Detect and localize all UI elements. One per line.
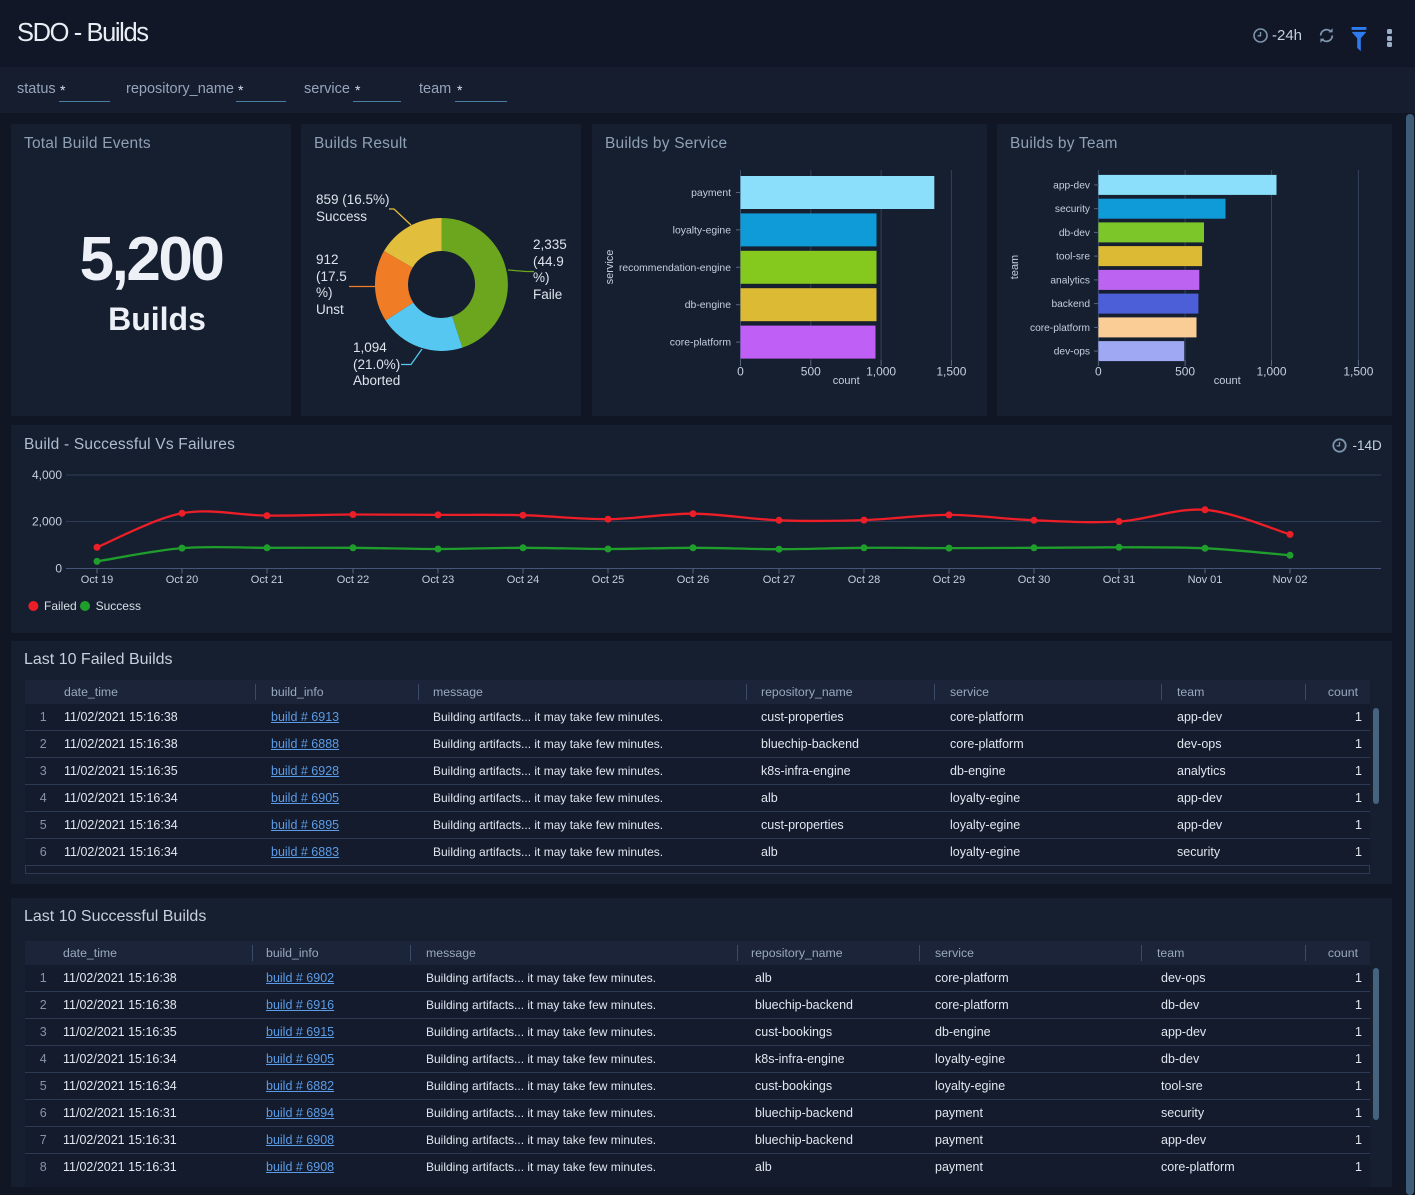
svg-text:Oct 30: Oct 30	[1018, 574, 1050, 586]
svg-text:Oct 24: Oct 24	[507, 574, 539, 586]
svg-text:core-platform: core-platform	[1030, 323, 1090, 334]
svg-text:dev-ops: dev-ops	[1054, 347, 1090, 358]
svg-text:backend: backend	[1051, 299, 1090, 310]
svg-text:0: 0	[55, 562, 62, 576]
svg-text:recommendation-engine: recommendation-engine	[619, 263, 731, 274]
svg-text:count: count	[1214, 375, 1241, 387]
svg-text:tool-sre: tool-sre	[1056, 252, 1090, 263]
svg-text:team: team	[1009, 255, 1021, 279]
svg-text:Oct 26: Oct 26	[677, 574, 709, 586]
svg-text:1,500: 1,500	[936, 365, 966, 379]
svg-text:payment: payment	[691, 188, 731, 199]
svg-text:2,000: 2,000	[32, 515, 62, 529]
svg-text:0: 0	[737, 365, 744, 379]
svg-text:0: 0	[1095, 365, 1102, 379]
svg-text:service: service	[604, 250, 616, 285]
svg-text:1,000: 1,000	[1256, 365, 1286, 379]
svg-text:1,000: 1,000	[866, 365, 896, 379]
svg-text:4,000: 4,000	[32, 468, 62, 482]
svg-text:Oct 31: Oct 31	[1103, 574, 1135, 586]
svg-text:core-platform: core-platform	[670, 338, 731, 349]
svg-text:app-dev: app-dev	[1053, 180, 1091, 191]
svg-text:security: security	[1055, 204, 1091, 215]
svg-text:Oct 28: Oct 28	[848, 574, 880, 586]
svg-text:analytics: analytics	[1050, 275, 1090, 286]
svg-text:Oct 20: Oct 20	[166, 574, 198, 586]
svg-text:Oct 19: Oct 19	[81, 574, 113, 586]
svg-text:500: 500	[1175, 365, 1195, 379]
svg-text:Oct 23: Oct 23	[422, 574, 454, 586]
svg-text:loyalty-egine: loyalty-egine	[673, 225, 732, 236]
svg-text:500: 500	[801, 365, 821, 379]
svg-text:Oct 29: Oct 29	[933, 574, 965, 586]
svg-text:Oct 27: Oct 27	[763, 574, 795, 586]
svg-text:Oct 22: Oct 22	[337, 574, 369, 586]
svg-text:1,500: 1,500	[1343, 365, 1373, 379]
svg-text:Nov 01: Nov 01	[1188, 574, 1223, 586]
svg-text:count: count	[833, 375, 860, 387]
svg-text:Oct 25: Oct 25	[592, 574, 624, 586]
svg-text:db-engine: db-engine	[685, 300, 731, 311]
svg-text:Nov 02: Nov 02	[1273, 574, 1308, 586]
svg-text:Success: Success	[96, 599, 141, 613]
svg-text:Oct 21: Oct 21	[251, 574, 283, 586]
svg-text:db-dev: db-dev	[1059, 228, 1091, 239]
svg-text:Failed: Failed	[44, 599, 77, 613]
